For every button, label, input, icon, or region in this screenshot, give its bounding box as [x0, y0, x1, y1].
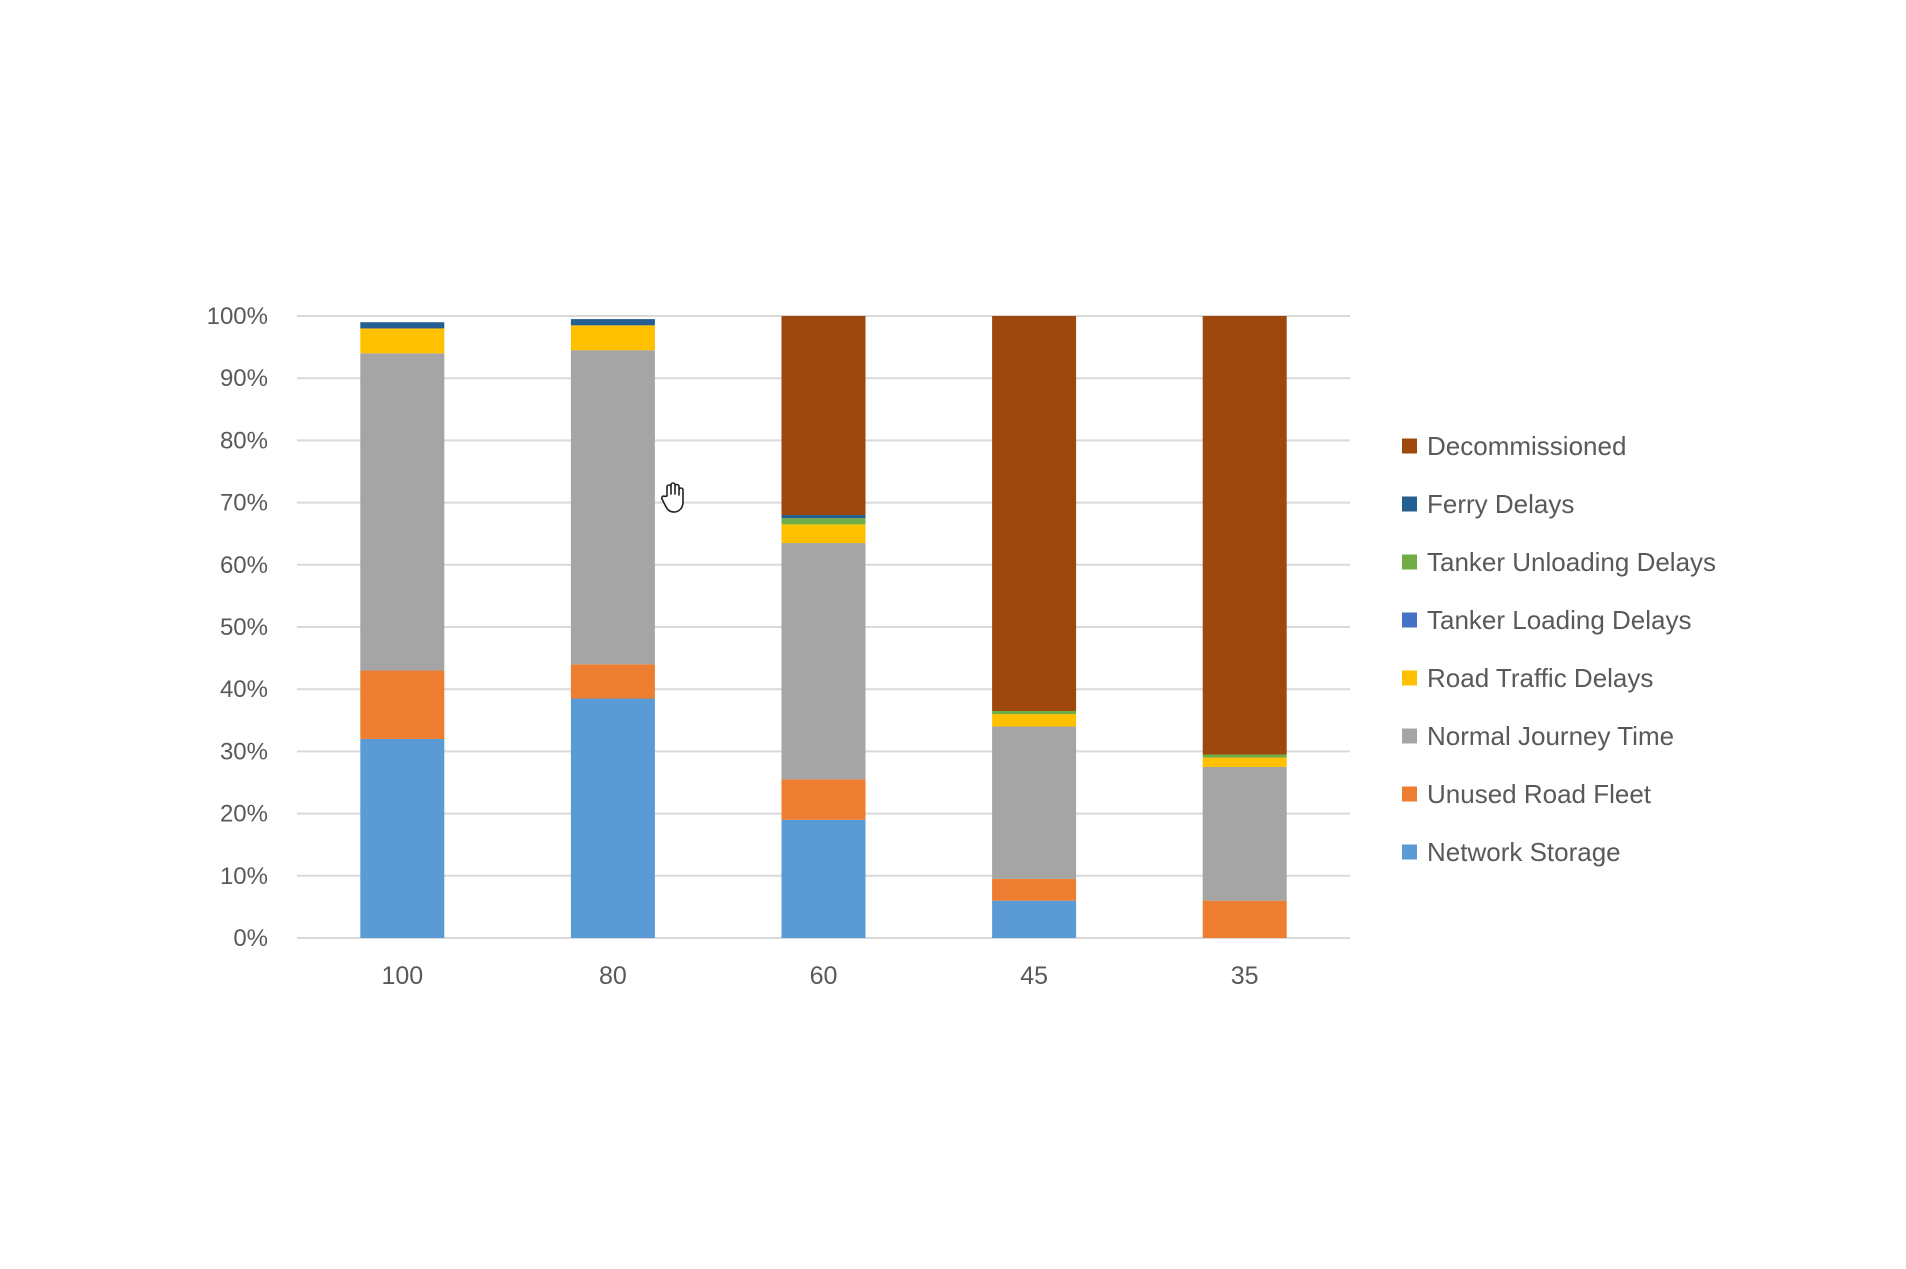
- y-tick-label: 20%: [220, 801, 268, 828]
- bar-segment-decommissioned: [781, 316, 866, 516]
- legend-label: Unused Road Fleet: [1427, 779, 1652, 809]
- x-category-label: 80: [599, 962, 627, 990]
- bar-segment-tanker-unloading-delays: [1202, 754, 1287, 758]
- legend-label: Tanker Loading Delays: [1427, 605, 1692, 635]
- y-tick-label: 50%: [220, 614, 268, 641]
- legend-item: Tanker Unloading Delays: [1402, 547, 1716, 577]
- legend-item: Decommissioned: [1402, 431, 1626, 461]
- legend-swatch: [1402, 496, 1417, 512]
- bar-segment-network-storage: [570, 698, 655, 938]
- legend-label: Tanker Unloading Delays: [1427, 547, 1716, 577]
- legend-label: Ferry Delays: [1427, 489, 1574, 519]
- legend-swatch: [1402, 670, 1417, 686]
- bar-segment-road-traffic-delays: [570, 325, 655, 351]
- bar-segment-decommissioned: [992, 316, 1077, 711]
- bar-segment-network-storage: [992, 900, 1077, 938]
- bar-segment-ferry-delays: [781, 515, 866, 519]
- legend-item: Network Storage: [1402, 837, 1621, 867]
- legend-label: Network Storage: [1427, 837, 1621, 867]
- bar-segment-tanker-unloading-delays: [992, 710, 1077, 715]
- bars: [360, 316, 1287, 938]
- legend-item: Ferry Delays: [1402, 489, 1574, 519]
- legend-label: Normal Journey Time: [1427, 721, 1674, 751]
- legend-swatch: [1402, 728, 1417, 744]
- bar-stack-100: [360, 322, 445, 938]
- legend-item: Normal Journey Time: [1402, 721, 1674, 751]
- y-tick-label: 30%: [220, 738, 268, 765]
- bar-segment-unused-road-fleet: [781, 779, 866, 820]
- y-tick-label: 90%: [220, 365, 268, 392]
- bar-stack-45: [992, 316, 1077, 938]
- bar-stack-60: [781, 316, 866, 938]
- legend: Decommissioned Ferry Delays Tanker Unloadi…: [1402, 431, 1716, 867]
- bar-segment-tanker-unloading-delays: [781, 518, 866, 525]
- bar-segment-normal-journey-time: [781, 543, 866, 780]
- bar-segment-road-traffic-delays: [781, 524, 866, 544]
- legend-item: Unused Road Fleet: [1402, 779, 1652, 809]
- x-category-label: 45: [1020, 962, 1048, 990]
- hand-cursor-icon: [660, 482, 684, 513]
- bar-segment-normal-journey-time: [360, 353, 445, 671]
- legend-swatch: [1402, 786, 1417, 802]
- bar-segment-road-traffic-delays: [992, 714, 1077, 727]
- bar-segment-decommissioned: [1202, 316, 1287, 755]
- x-category-label: 60: [810, 962, 838, 990]
- y-tick-label: 0%: [233, 925, 268, 952]
- legend-swatch: [1402, 554, 1417, 570]
- bar-segment-network-storage: [360, 738, 445, 938]
- legend-item: Road Traffic Delays: [1402, 663, 1653, 693]
- bar-segment-unused-road-fleet: [360, 670, 445, 739]
- y-tick-label: 70%: [220, 490, 268, 517]
- y-tick-label: 100%: [207, 303, 268, 330]
- y-tick-label: 60%: [220, 552, 268, 579]
- bar-segment-ferry-delays: [360, 322, 445, 329]
- y-tick-label: 80%: [220, 427, 268, 454]
- legend-swatch: [1402, 612, 1417, 628]
- y-axis-tick-labels: 0% 10% 20% 30% 40% 50% 60% 70% 80% 90% 100%: [207, 303, 268, 952]
- x-category-label: 100: [381, 962, 423, 990]
- bar-segment-network-storage: [781, 819, 866, 938]
- bar-segment-normal-journey-time: [1202, 766, 1287, 901]
- bar-segment-normal-journey-time: [570, 350, 655, 665]
- legend-label: Decommissioned: [1427, 431, 1626, 461]
- bar-segment-road-traffic-delays: [360, 328, 445, 354]
- x-category-label: 35: [1231, 962, 1259, 990]
- x-axis-category-labels: 100 80 60 45 35: [381, 962, 1258, 990]
- bar-segment-unused-road-fleet: [992, 878, 1077, 901]
- legend-label: Road Traffic Delays: [1427, 663, 1653, 693]
- bar-segment-road-traffic-delays: [1202, 757, 1287, 767]
- bar-segment-unused-road-fleet: [1202, 900, 1287, 938]
- bar-stack-80: [570, 319, 655, 938]
- y-tick-label: 40%: [220, 676, 268, 703]
- legend-swatch: [1402, 844, 1417, 860]
- bar-stack-35: [1202, 316, 1287, 938]
- bar-segment-normal-journey-time: [992, 726, 1077, 879]
- bar-segment-ferry-delays: [570, 319, 655, 326]
- legend-item: Tanker Loading Delays: [1402, 605, 1692, 635]
- y-tick-label: 10%: [220, 863, 268, 890]
- legend-swatch: [1402, 438, 1417, 454]
- bar-segment-unused-road-fleet: [570, 664, 655, 699]
